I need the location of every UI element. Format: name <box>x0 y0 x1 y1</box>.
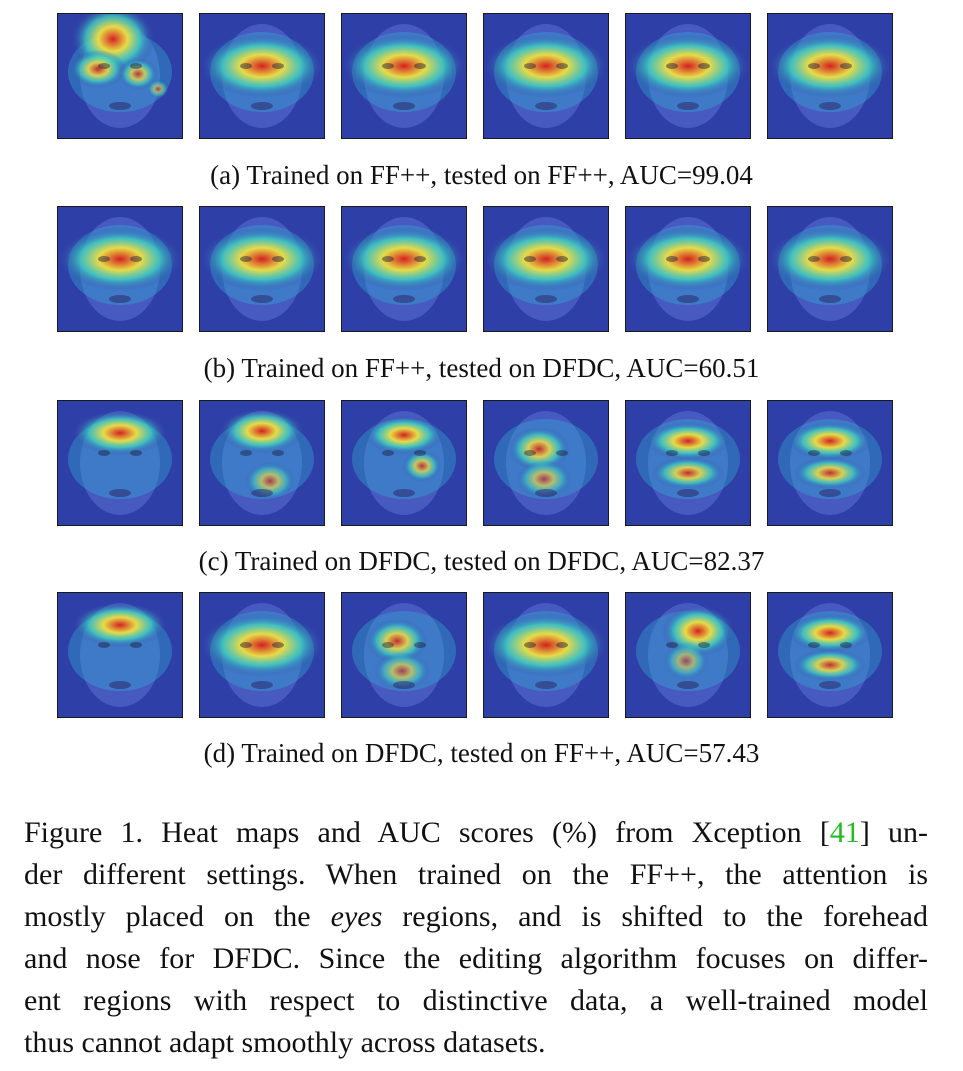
heat-spot <box>484 227 608 291</box>
heat-spot <box>342 34 466 98</box>
heatmap-image <box>483 400 609 526</box>
heatmap-row <box>57 13 893 139</box>
subfigure-caption: (a) Trained on FF++, tested on FF++, AUC… <box>210 160 753 190</box>
heatmap-image <box>483 13 609 139</box>
heatmap-image <box>199 592 325 718</box>
heat-spot <box>651 457 725 489</box>
heat-spot <box>72 602 168 648</box>
caption-emphasis: eyes <box>330 900 383 933</box>
caption-line: Figure 1. Heat maps and AUC scores (%) f… <box>24 816 928 849</box>
heat-spot <box>146 79 170 99</box>
caption-line: mostly placed on the eyes regions, and i… <box>24 900 928 933</box>
heat-spot <box>788 613 872 653</box>
subfigure-caption: (d) Trained on DFDC, tested on FF++, AUC… <box>203 738 760 768</box>
subfigure-caption: (c) Trained on DFDC, tested on DFDC, AUC… <box>198 546 765 576</box>
heat-spot <box>200 613 324 677</box>
heatmap-image <box>199 206 325 332</box>
heat-spot <box>70 49 126 89</box>
heat-spot <box>793 649 867 681</box>
heatmap-row <box>57 400 893 526</box>
heat-spot <box>484 34 608 98</box>
heat-spot <box>58 227 182 291</box>
heatmap-row <box>57 592 893 718</box>
caption-line: and nose for DFDC. Since the editing alg… <box>24 942 928 975</box>
heat-spot <box>374 651 430 691</box>
heat-spot <box>366 618 428 664</box>
heat-spot <box>402 450 442 482</box>
heatmap-image <box>767 206 893 332</box>
heatmap-image <box>625 206 751 332</box>
figure-caption: Figure 1. Heat maps and AUC scores (%) f… <box>24 812 928 1064</box>
heatmap-image <box>767 592 893 718</box>
heatmap-image <box>341 206 467 332</box>
caption-line: thus cannot adapt smoothly across datase… <box>24 1026 546 1059</box>
heatmap-row <box>57 206 893 332</box>
heat-spot <box>788 421 872 461</box>
heat-spot <box>220 408 304 454</box>
caption-line: der different settings. When trained on … <box>24 858 928 891</box>
heat-spot <box>626 34 750 98</box>
citation-link[interactable]: 41 <box>829 816 860 849</box>
heat-spot <box>118 58 158 90</box>
heatmap-image <box>625 13 751 139</box>
heatmap-image <box>341 400 467 526</box>
heatmap-image <box>341 592 467 718</box>
heat-spot <box>508 426 570 472</box>
heatmap-image <box>57 13 183 139</box>
heat-spot <box>768 34 892 98</box>
heatmap-image <box>341 13 467 139</box>
heatmap-image <box>57 400 183 526</box>
subfigure-caption: (b) Trained on FF++, tested on DFDC, AUC… <box>203 353 760 383</box>
heatmap-image <box>483 592 609 718</box>
caption-line: ent regions with respect to distinctive … <box>24 984 928 1017</box>
heatmap-image <box>767 400 893 526</box>
heat-spot <box>793 457 867 489</box>
heatmap-image <box>625 592 751 718</box>
heat-spot <box>626 227 750 291</box>
heat-spot <box>484 613 608 677</box>
heatmap-image <box>199 13 325 139</box>
heat-spot <box>663 641 709 681</box>
heat-spot <box>646 421 730 461</box>
heatmap-image <box>199 400 325 526</box>
heatmap-image <box>483 206 609 332</box>
heat-spot <box>342 227 466 291</box>
heat-spot <box>200 34 324 98</box>
heatmap-image <box>57 592 183 718</box>
heat-spot <box>200 227 324 291</box>
heat-spot <box>72 410 168 456</box>
heat-spot <box>516 459 572 499</box>
heat-spot <box>768 227 892 291</box>
heatmap-image <box>625 400 751 526</box>
heatmap-image <box>57 206 183 332</box>
heat-spot <box>364 415 444 455</box>
heatmap-image <box>767 13 893 139</box>
